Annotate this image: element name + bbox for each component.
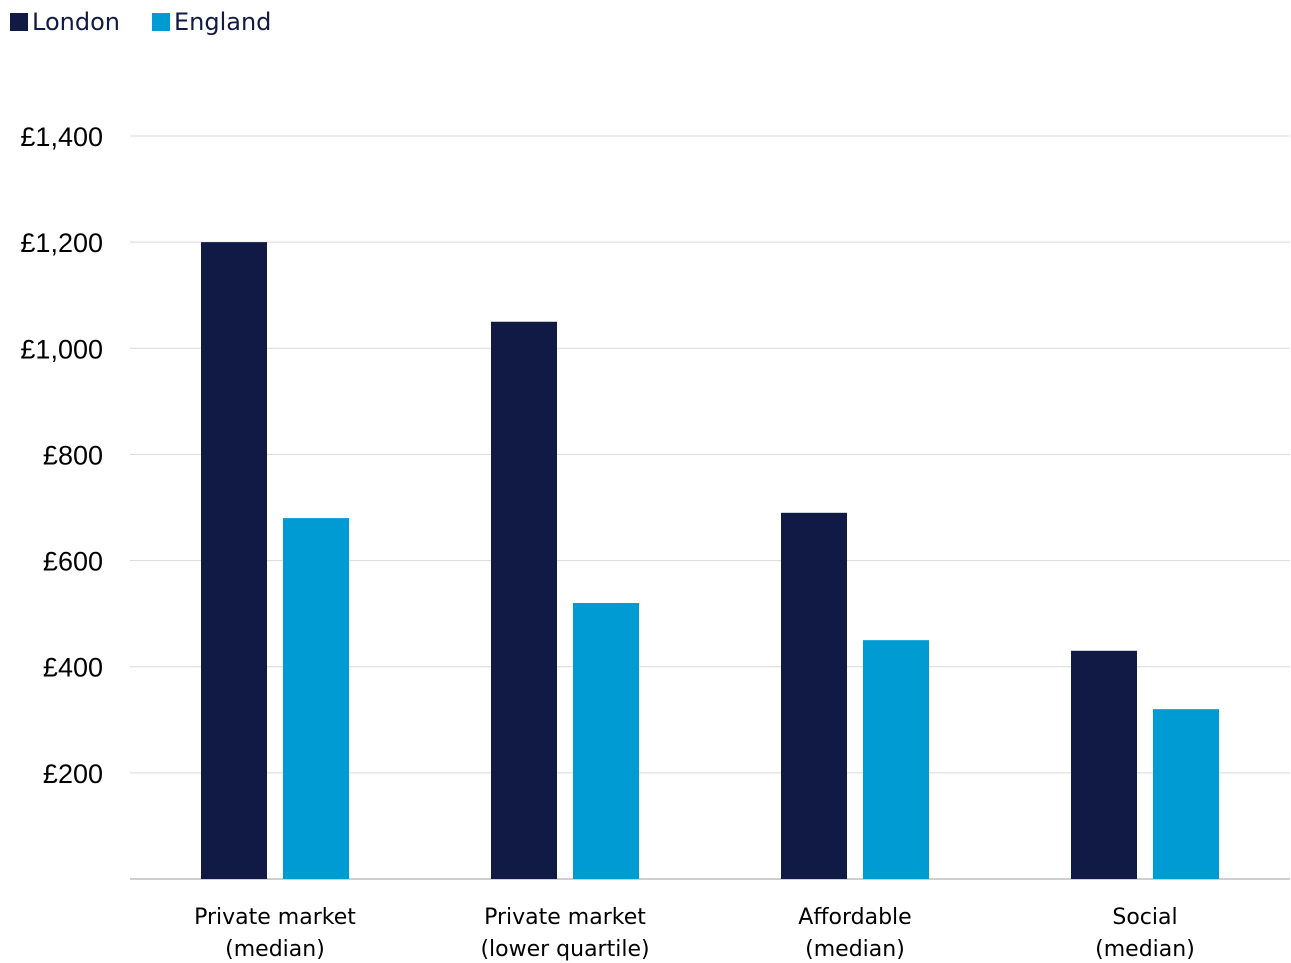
y-tick-label: £1,200 — [20, 228, 103, 258]
bar-england — [1153, 709, 1219, 879]
y-tick-label: £1,400 — [20, 122, 103, 152]
legend-label-london: London — [32, 8, 120, 36]
bars — [201, 242, 1219, 880]
y-axis-tick-labels: £200 £400 £600 £800 £1,000 £1,200 £1,400 — [20, 122, 103, 789]
y-tick-label: £800 — [43, 440, 103, 470]
y-tick-label: £600 — [43, 547, 103, 577]
legend-label-england: England — [173, 8, 272, 36]
x-category-label: Social (median) — [1095, 905, 1195, 962]
legend-item-england: England — [151, 8, 272, 36]
legend-item-london: London — [10, 8, 120, 36]
y-tick-label: £200 — [43, 759, 103, 789]
bar-england — [283, 518, 349, 879]
x-category-label: Affordable (median) — [798, 905, 911, 962]
bar-london — [491, 321, 557, 879]
y-tick-label: £1,000 — [20, 334, 103, 364]
bar-england — [863, 640, 929, 879]
bar-england — [573, 603, 639, 879]
legend-swatch-london — [10, 13, 28, 31]
x-category-label: Private market (median) — [194, 905, 356, 962]
x-axis-category-labels: Private market (median) Private market (low… — [194, 905, 1195, 962]
bar-london — [201, 242, 267, 880]
bar-london — [781, 512, 847, 879]
y-tick-label: £400 — [43, 653, 103, 683]
legend-swatch-england — [151, 13, 170, 31]
legend: London England — [10, 8, 271, 36]
x-category-label: Private market (lower quartile) — [480, 905, 649, 962]
bar-london — [1071, 650, 1137, 879]
